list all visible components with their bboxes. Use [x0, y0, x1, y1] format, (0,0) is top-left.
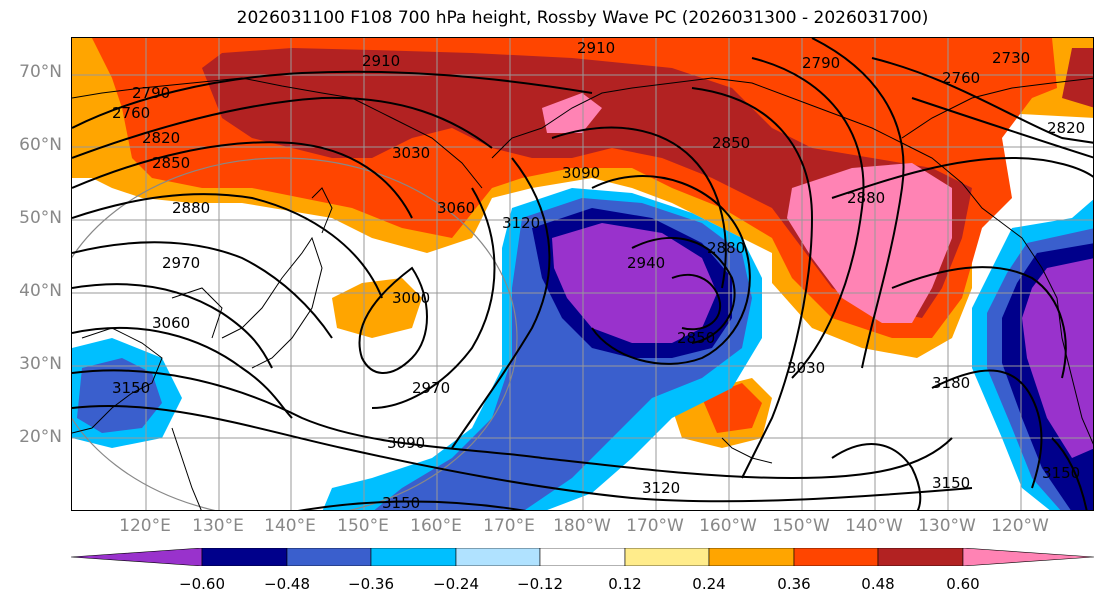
contour-label: 3150: [1042, 464, 1080, 482]
map-panel: 2910 2910 2790 2760 2730 2760 2790 2820 …: [71, 37, 1094, 511]
contour-label: 3150: [932, 474, 970, 492]
colorbar-tick-label: −0.24: [433, 575, 479, 593]
lat-label: 50°N: [19, 208, 62, 228]
colorbar-cell: [286, 548, 372, 566]
colorbar-tick-label: 0.48: [861, 575, 895, 593]
contour-label: 2760: [112, 104, 150, 122]
lon-label: 150°W: [772, 516, 830, 536]
contour-label: 2760: [942, 69, 980, 87]
colorbar-cell: [539, 548, 626, 566]
colorbar-tick-label: 0.36: [777, 575, 811, 593]
contour-label: 2910: [362, 52, 400, 70]
anomaly-shading: [72, 38, 1093, 510]
negative-west-blue: [77, 358, 162, 433]
contour-label: 2790: [132, 84, 170, 102]
contour-label: 2910: [577, 39, 615, 57]
lat-label: 20°N: [19, 427, 62, 447]
contour-label: 3060: [152, 314, 190, 332]
height-contours: [72, 38, 1093, 510]
contour-label: 2880: [172, 199, 210, 217]
colorbar-cell: [793, 548, 879, 566]
lon-label: 170°W: [626, 516, 684, 536]
negative-east-purple: [1022, 258, 1093, 458]
lon-label: 130°W: [918, 516, 976, 536]
contour-label: 3150: [382, 494, 420, 511]
contour-label: 3060: [437, 199, 475, 217]
positive-core-pink-2: [542, 93, 602, 133]
lat-label: 40°N: [19, 281, 62, 301]
colorbar-cells: [71, 548, 1094, 566]
contour-label: 3120: [642, 479, 680, 497]
contour-label: 3120: [502, 214, 540, 232]
colorbar-tick-label: 0.24: [692, 575, 726, 593]
lat-label: 70°N: [19, 62, 62, 82]
contour-label: 3150: [112, 379, 150, 397]
colorbar-cell: [962, 548, 1094, 566]
negative-trough-purple: [552, 223, 717, 343]
contour-label: 3030: [392, 144, 430, 162]
contour-label: 2730: [992, 49, 1030, 67]
colorbar-cell: [877, 548, 964, 566]
colorbar-cell: [455, 548, 541, 566]
contour-label: 2880: [847, 189, 885, 207]
lon-label: 180°W: [553, 516, 611, 536]
positive-patch-red-2: [1062, 48, 1093, 108]
contour-label: 3000: [392, 289, 430, 307]
colorbar-cell: [201, 548, 288, 566]
map-canvas: 2910 2910 2790 2760 2730 2760 2790 2820 …: [72, 38, 1093, 511]
contour-label: 2820: [142, 129, 180, 147]
contour-label: 2790: [802, 54, 840, 72]
contour-label: 3090: [562, 164, 600, 182]
coastlines: [72, 77, 1093, 510]
contour-labels: 2910 2910 2790 2760 2730 2760 2790 2820 …: [112, 39, 1085, 511]
colorbar-tick-label: −0.48: [264, 575, 310, 593]
colorbar-tick-label: 0.12: [608, 575, 642, 593]
contour-label: 2850: [677, 329, 715, 347]
colorbar: [71, 548, 1094, 566]
lon-label: 160°W: [699, 516, 757, 536]
lon-label: 130°E: [192, 516, 244, 536]
lon-label: 170°E: [483, 516, 535, 536]
colorbar-tick-label: −0.12: [517, 575, 563, 593]
contour-label: 2820: [1047, 119, 1085, 137]
figure-title: 2026031100 F108 700 hPa height, Rossby W…: [236, 8, 929, 28]
contour-label: 3090: [387, 434, 425, 452]
contour-label: 2970: [162, 254, 200, 272]
graticule: [72, 38, 1093, 510]
lon-label: 140°W: [845, 516, 903, 536]
lon-label: 120°W: [991, 516, 1049, 536]
colorbar-cell: [708, 548, 795, 566]
contour-label: 2880: [707, 239, 745, 257]
colorbar-tick-label: −0.36: [348, 575, 394, 593]
lon-label: 140°E: [264, 516, 316, 536]
colorbar-cell: [370, 548, 457, 566]
colorbar-cell: [71, 548, 203, 566]
contour-label: 2850: [712, 134, 750, 152]
colorbar-tick-label: −0.60: [179, 575, 225, 593]
lat-label: 60°N: [19, 135, 62, 155]
lat-label: 30°N: [19, 354, 62, 374]
range-circle: [72, 157, 518, 510]
lon-label: 150°E: [337, 516, 389, 536]
contour-label: 2970: [412, 379, 450, 397]
positive-band-darkred: [202, 48, 972, 318]
contour-label: 2940: [627, 254, 665, 272]
lon-label: 120°E: [119, 516, 171, 536]
contour-label: 3030: [787, 359, 825, 377]
colorbar-tick-label: 0.60: [946, 575, 980, 593]
positive-core-pink: [787, 163, 952, 323]
colorbar-cell: [624, 548, 710, 566]
contour-label: 3180: [932, 374, 970, 392]
contour-label: 2850: [152, 154, 190, 172]
lon-label: 160°E: [410, 516, 462, 536]
